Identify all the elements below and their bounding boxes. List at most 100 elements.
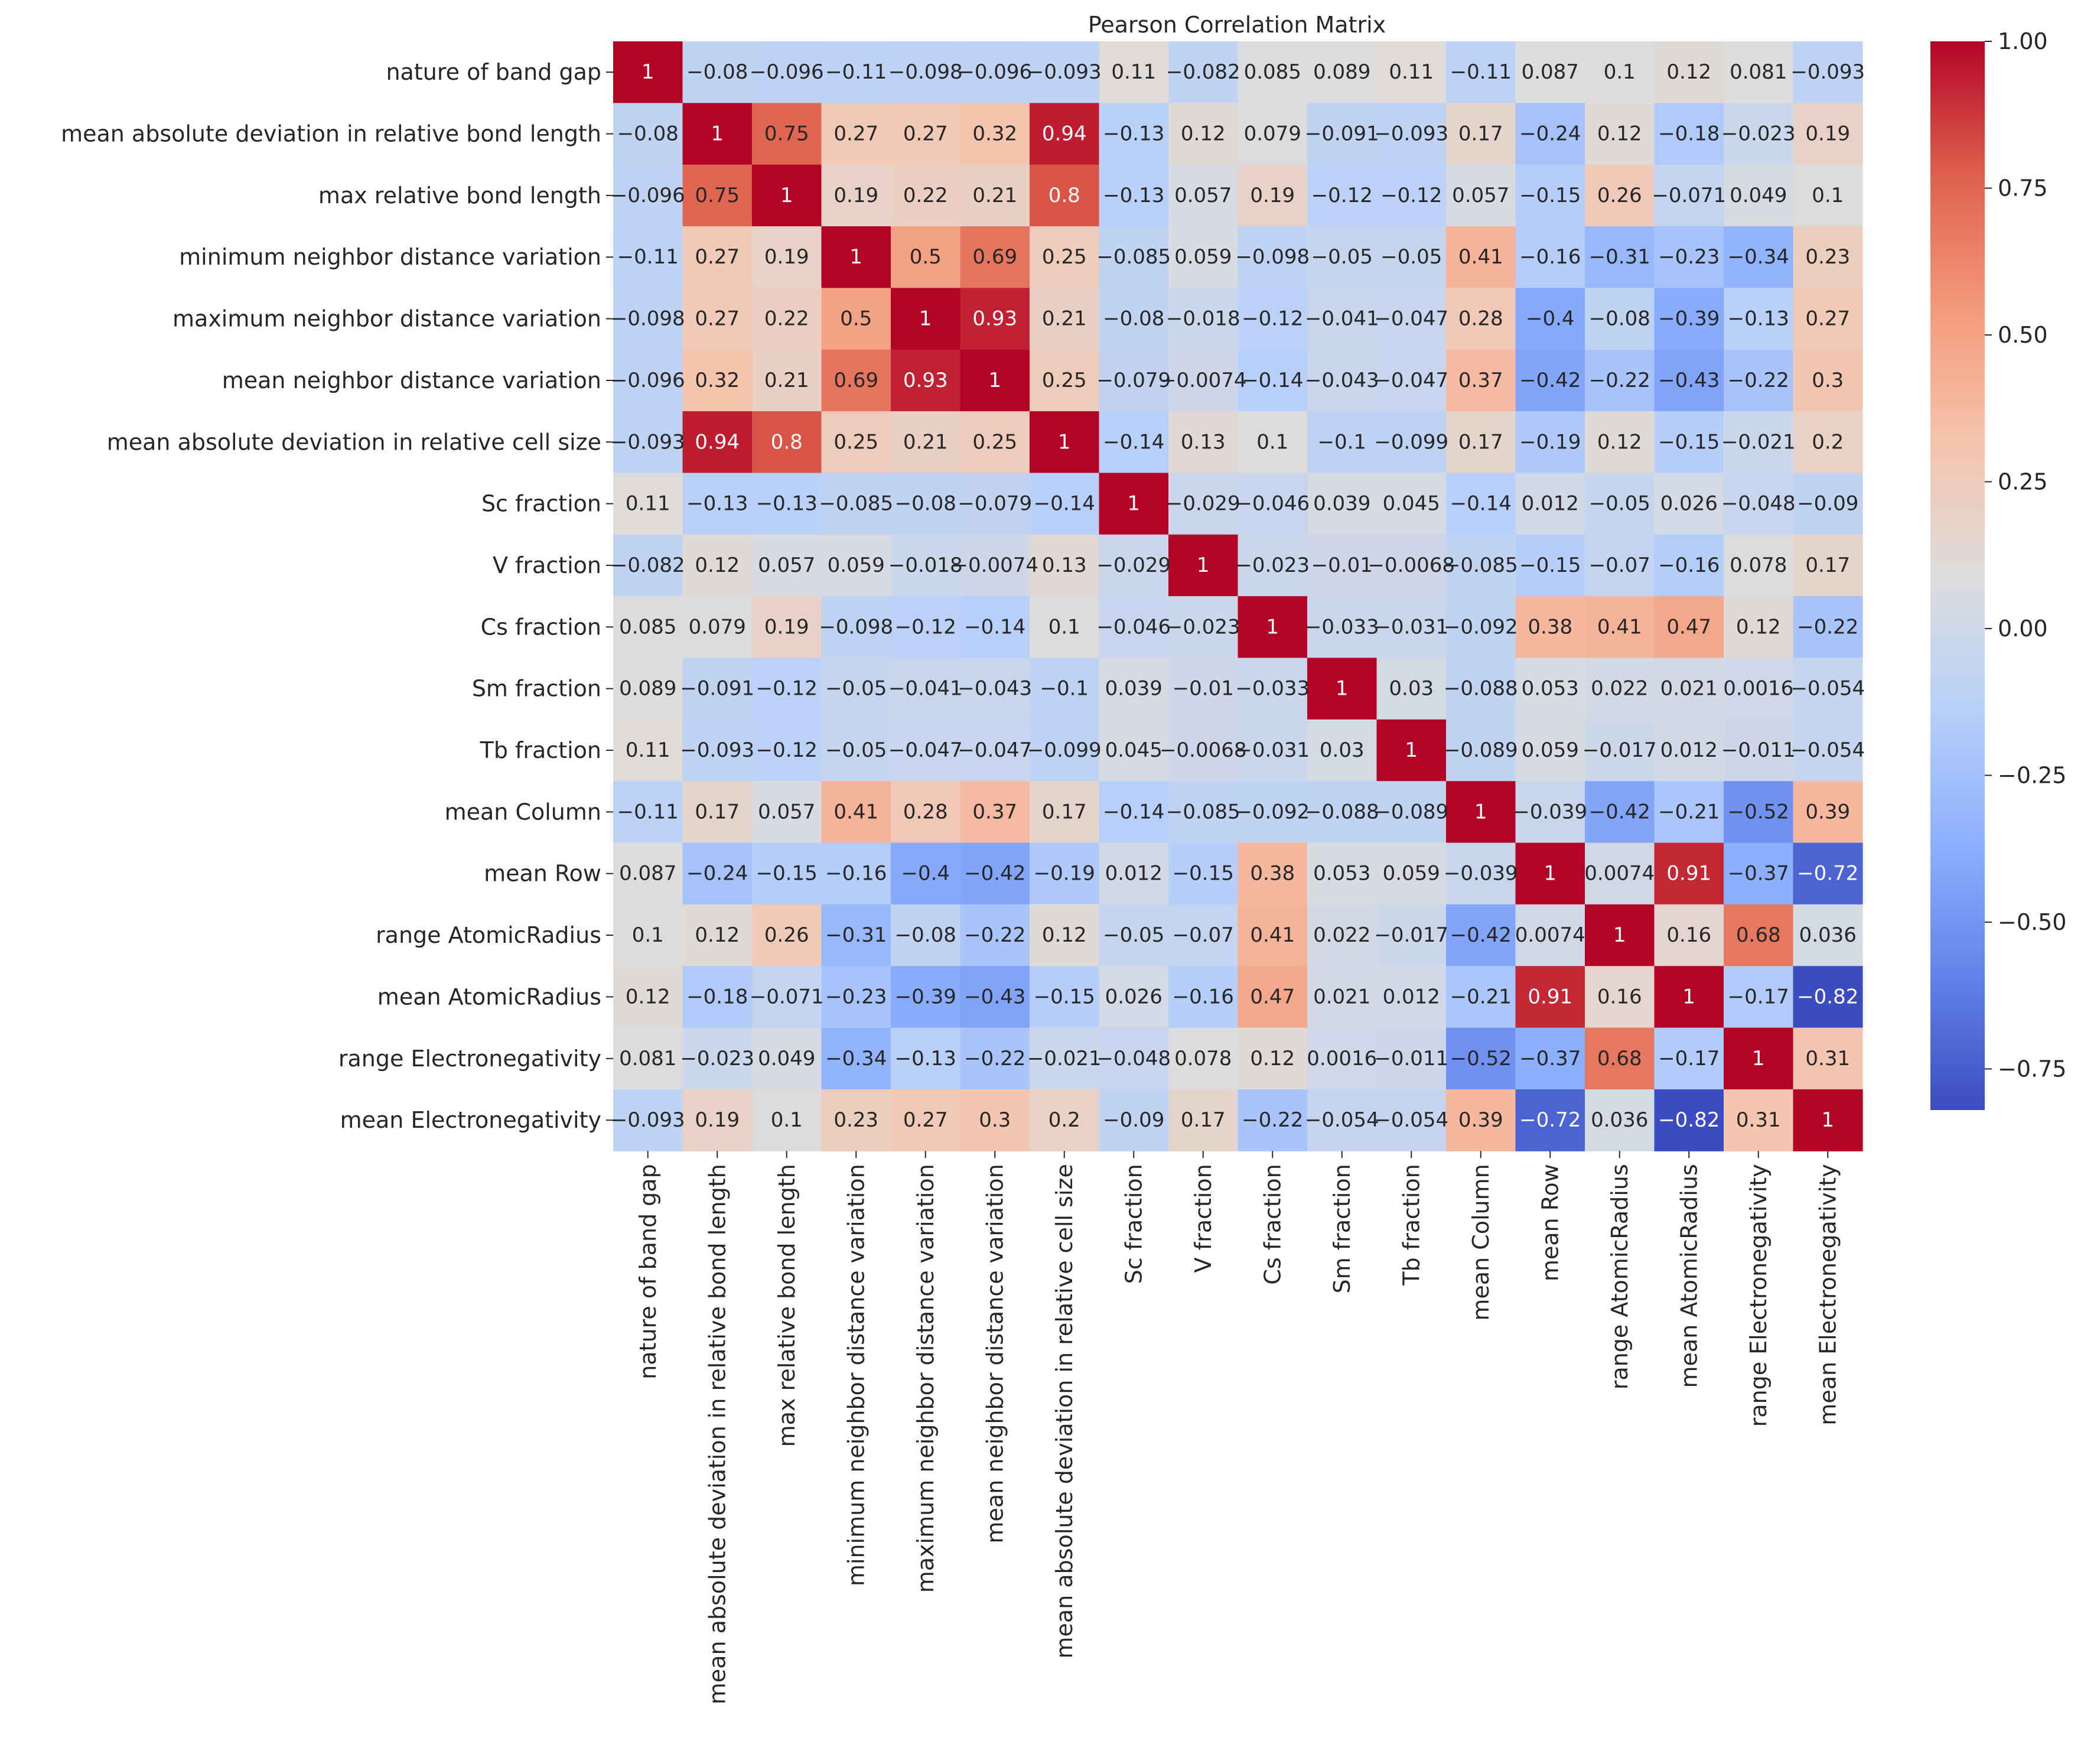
heatmap-cell <box>1793 1089 1863 1151</box>
y-axis-label: minimum neighbor distance variation <box>179 244 601 270</box>
cell-value-label: 0.91 <box>1528 985 1572 1008</box>
cell-value-label: −0.16 <box>1658 554 1720 577</box>
cell-value-label: −0.046 <box>1235 492 1310 516</box>
heatmap-cell <box>960 966 1030 1029</box>
heatmap-cell <box>1793 411 1863 474</box>
heatmap-cell <box>1515 1027 1585 1090</box>
heatmap-cell <box>682 596 753 659</box>
cell-value-label: 0.25 <box>1042 369 1087 392</box>
cell-value-label: −0.11 <box>617 800 679 824</box>
heatmap-cell <box>1168 658 1239 720</box>
heatmap-cell <box>891 164 961 227</box>
cell-value-label: −0.047 <box>1374 369 1448 392</box>
heatmap-cell <box>613 596 683 659</box>
cell-value-label: 0.089 <box>619 677 676 701</box>
heatmap-cell <box>1307 658 1378 720</box>
x-axis-label: mean Row <box>1537 1164 1563 1281</box>
y-axis-label: mean Row <box>484 861 601 887</box>
heatmap-cell <box>1793 103 1863 165</box>
heatmap-cell <box>1793 41 1863 103</box>
heatmap-cell <box>1168 842 1239 905</box>
heatmap-cell <box>1376 781 1447 844</box>
cell-value-label: −0.12 <box>1380 184 1442 207</box>
heatmap-cell <box>1376 534 1447 597</box>
cell-value-label: 0.27 <box>903 1108 948 1132</box>
heatmap-cell <box>1238 103 1308 165</box>
heatmap-cell <box>752 596 822 659</box>
cell-value-label: −0.039 <box>1513 800 1587 824</box>
cell-value-label: 0.75 <box>695 184 740 207</box>
heatmap-cell <box>1654 781 1724 844</box>
heatmap-cell <box>891 596 961 659</box>
heatmap-cell <box>1307 103 1378 165</box>
heatmap-cell <box>682 41 753 103</box>
heatmap-cell <box>1724 473 1794 535</box>
heatmap-cell <box>1654 842 1724 905</box>
cell-value-label: −0.52 <box>1728 800 1789 824</box>
cell-value-label: 0.27 <box>1805 307 1850 331</box>
heatmap-cell <box>613 349 683 412</box>
heatmap-cell <box>1030 658 1100 720</box>
cell-value-label: −0.07 <box>1173 923 1234 947</box>
cell-value-label: −0.08 <box>1103 307 1164 331</box>
cell-value-label: −0.099 <box>1027 738 1102 762</box>
heatmap-cell <box>752 473 822 535</box>
heatmap-cell <box>1724 842 1794 905</box>
heatmap-cell <box>1376 349 1447 412</box>
heatmap-cell <box>1238 658 1308 720</box>
cell-value-label: 0.25 <box>972 430 1017 454</box>
cell-value-label: 0.03 <box>1320 738 1365 762</box>
cell-value-label: 1 <box>1474 800 1487 824</box>
cell-value-label: −0.046 <box>1096 615 1171 639</box>
heatmap-cell <box>613 103 683 165</box>
cell-value-label: 0.23 <box>1805 245 1850 269</box>
cell-value-label: 0.8 <box>1048 184 1080 207</box>
cell-value-label: −0.085 <box>1444 554 1518 577</box>
cell-value-label: −0.01 <box>1173 677 1234 701</box>
cell-value-label: 0.039 <box>1105 677 1163 701</box>
cell-value-label: −0.17 <box>1728 985 1789 1008</box>
heatmap-cell <box>1654 1089 1724 1151</box>
heatmap-cell <box>891 719 961 782</box>
heatmap-cell <box>1030 41 1100 103</box>
heatmap-cell <box>1168 781 1239 844</box>
heatmap-cell <box>682 1089 753 1151</box>
cell-value-label: −0.033 <box>1305 615 1379 639</box>
cell-value-label: 0.94 <box>695 430 740 454</box>
heatmap-cell <box>1238 164 1308 227</box>
cell-value-label: 0.25 <box>833 430 878 454</box>
x-axis-label: range AtomicRadius <box>1607 1164 1633 1389</box>
cell-value-label: −0.093 <box>1027 60 1102 84</box>
cell-value-label: −0.023 <box>1235 554 1310 577</box>
heatmap-cell <box>1724 349 1794 412</box>
heatmap-cell <box>613 226 683 288</box>
cell-annotations: 1 −0.08 −0.096 −0.11 −0.098−0.096−0.093 0.11−… <box>611 60 1865 1132</box>
heatmap-cell <box>891 288 961 350</box>
heatmap-cell <box>1168 966 1239 1029</box>
cell-value-label: 0.93 <box>972 307 1017 331</box>
cell-value-label: 1 <box>1336 677 1349 701</box>
colorbar-tick-label: −0.25 <box>1998 762 2066 788</box>
heatmap-cell <box>1030 596 1100 659</box>
cell-value-label: −0.071 <box>750 985 824 1008</box>
cell-value-label: 0.12 <box>1666 60 1711 84</box>
y-axis-labels: nature of band gap mean absolute deviatio… <box>61 59 613 1133</box>
heatmap-cell <box>1654 288 1724 350</box>
heatmap-cell <box>821 164 891 227</box>
heatmap-cell <box>682 411 753 474</box>
cell-value-label: −0.048 <box>1096 1047 1171 1070</box>
heatmap-cell <box>1585 1027 1655 1090</box>
cell-value-label: −0.39 <box>895 985 956 1008</box>
cell-value-label: 0.27 <box>833 122 878 146</box>
cell-value-label: −0.01 <box>1311 554 1373 577</box>
heatmap-cell <box>1793 288 1863 350</box>
heatmap-cell <box>821 596 891 659</box>
cell-value-label: −0.22 <box>964 923 1025 947</box>
heatmap-cell <box>1030 226 1100 288</box>
heatmap-cell <box>960 103 1030 165</box>
cell-value-label: 0.28 <box>903 800 948 824</box>
heatmap-cell <box>821 226 891 288</box>
heatmap-cell <box>1099 411 1169 474</box>
heatmap-cell <box>960 658 1030 720</box>
